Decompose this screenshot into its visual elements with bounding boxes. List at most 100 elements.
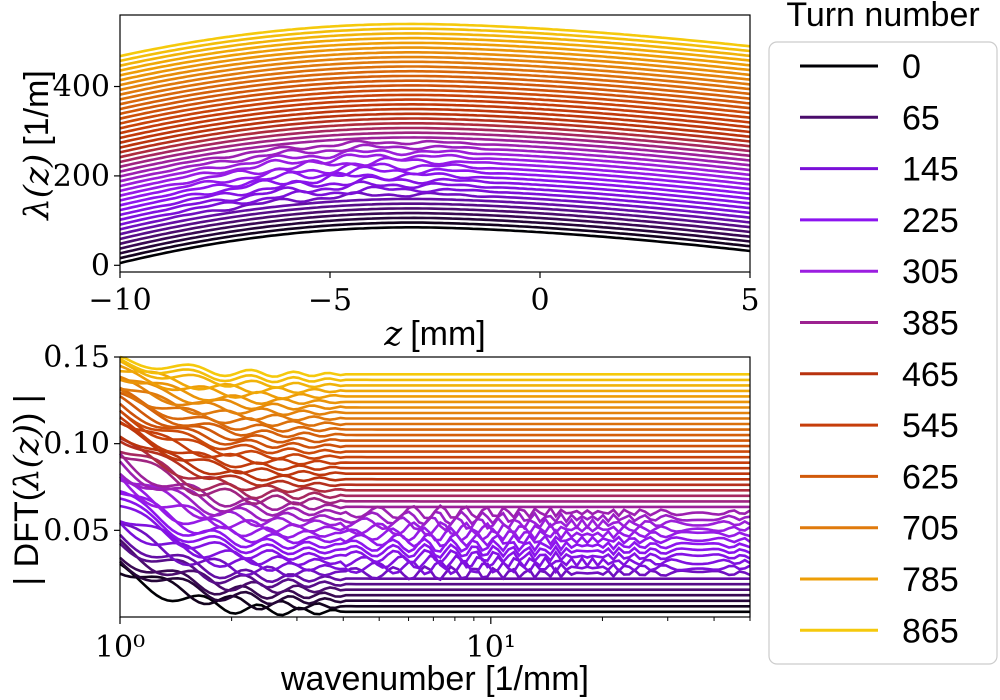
bottom-series-line — [119, 542, 750, 589]
top-series-line — [119, 122, 751, 159]
bottom-series-line — [119, 386, 750, 433]
top-panel: −10 −5 0 5 0 200 400 z [mm] λ(z) [1/m] — [17, 14, 760, 354]
top-xtick-label: 0 — [530, 283, 549, 318]
top-series-line — [119, 93, 751, 130]
bottom-series-line — [119, 460, 751, 520]
legend-frame — [768, 41, 998, 665]
bottom-series-line — [119, 455, 750, 506]
top-xlabel-symbol: z — [383, 314, 403, 354]
legend-entry-label: 465 — [902, 356, 959, 394]
top-series-line — [119, 55, 751, 92]
top-series-line — [119, 162, 751, 202]
legend-entries: 0 65 145 225 305 385 465 545 625 705 785 865 — [800, 48, 959, 650]
bottom-xtick-label: 10¹ — [466, 630, 516, 665]
bottom-series-line — [119, 420, 750, 477]
bottom-series-line — [119, 409, 750, 461]
legend-entry-label: 785 — [902, 561, 959, 599]
top-series-line — [119, 136, 751, 173]
top-series-line — [119, 211, 751, 250]
bottom-ytick-label: 0.10 — [43, 427, 110, 462]
top-series-line — [119, 221, 751, 260]
top-xlabel-unit: [mm] — [410, 315, 486, 353]
bottom-series-line — [119, 520, 751, 571]
top-ytick-label: 0 — [91, 248, 110, 283]
top-ytick-label: 400 — [53, 70, 110, 105]
bottom-ytick-label: 0.05 — [43, 513, 110, 548]
top-series-line — [119, 69, 751, 106]
top-series-line — [119, 112, 751, 149]
bottom-series-line — [119, 402, 750, 450]
top-series-line — [119, 207, 751, 246]
legend-entry-label: 225 — [902, 202, 959, 240]
bottom-series-line — [119, 572, 750, 611]
bottom-series-line — [119, 489, 751, 554]
top-xtick-label: −10 — [88, 283, 151, 318]
top-series-line — [119, 117, 751, 154]
legend-entry-label: 625 — [902, 458, 959, 496]
top-series-line — [119, 202, 751, 241]
bottom-series-line — [119, 452, 750, 512]
top-series-line — [119, 148, 751, 188]
bottom-series-line — [119, 395, 750, 444]
bottom-series-line — [119, 387, 750, 428]
top-axes-frame — [119, 14, 751, 273]
bottom-series-line — [119, 497, 751, 560]
top-ylabel-symbol: λ(z) — [17, 154, 57, 222]
top-series-line — [119, 79, 751, 116]
bottom-series-line — [119, 450, 750, 501]
top-series-line — [119, 32, 751, 67]
bottom-series-line — [119, 504, 751, 566]
legend-title: Turn number — [786, 0, 979, 34]
top-series-line — [119, 156, 751, 197]
bottom-series-line — [119, 533, 750, 584]
bottom-series-line — [119, 435, 750, 483]
bottom-series-line — [119, 369, 750, 395]
bottom-panel: 10⁰ 10¹ 0.05 0.10 0.15 wavenumber [1/mm] | D… — [7, 340, 751, 698]
bottom-ylabel-suffix: ) | — [8, 394, 46, 424]
top-series-line — [119, 216, 751, 255]
top-ytick-label: 200 — [53, 159, 110, 194]
bottom-series-line — [119, 521, 751, 576]
top-series-line — [119, 60, 751, 96]
bottom-series-line — [119, 364, 750, 400]
top-series-line — [119, 46, 751, 82]
bottom-series-line — [119, 357, 750, 384]
legend-entry-label: 705 — [902, 510, 959, 548]
top-series-line — [119, 103, 751, 140]
bottom-series-line — [119, 391, 750, 439]
bottom-series-line — [119, 355, 750, 378]
bottom-series-line — [119, 378, 750, 411]
bottom-series-line — [119, 562, 750, 617]
top-series-line — [119, 139, 751, 178]
top-series-line — [119, 126, 751, 164]
top-series-line — [119, 153, 751, 193]
bottom-ytick-label: 0.15 — [43, 340, 110, 375]
legend-entry-label: 0 — [902, 48, 921, 86]
top-ylabel-unit: [1/m] — [18, 70, 56, 146]
legend-entry-label: 145 — [902, 151, 959, 189]
bottom-curves — [119, 355, 751, 617]
bottom-ticks: 10⁰ 10¹ 0.05 0.10 0.15 — [43, 340, 751, 665]
legend-entry-label: 865 — [902, 612, 959, 650]
bottom-series-line — [119, 472, 751, 526]
legend-entry-label: 65 — [902, 99, 940, 137]
bottom-series-line — [119, 359, 750, 389]
top-series-line — [119, 171, 751, 212]
top-series-line — [119, 191, 751, 231]
top-series-line — [119, 180, 751, 221]
top-series-line — [119, 22, 751, 58]
top-series-line — [119, 36, 751, 72]
legend: Turn number 0 65 145 225 305 385 465 545 625 705 7… — [768, 0, 998, 665]
top-series-line — [119, 185, 751, 226]
bottom-ylabel-prefix: | DFT( — [8, 489, 46, 585]
bottom-series-line — [119, 437, 750, 494]
bottom-axes-frame — [119, 356, 751, 618]
top-series-line — [119, 165, 751, 207]
bottom-series-line — [119, 560, 750, 606]
top-xtick-label: −5 — [308, 283, 352, 318]
bottom-series-line — [119, 440, 750, 488]
top-series-line — [119, 88, 751, 125]
bottom-series-line — [119, 556, 750, 600]
top-xlabel: z [mm] — [383, 314, 485, 354]
